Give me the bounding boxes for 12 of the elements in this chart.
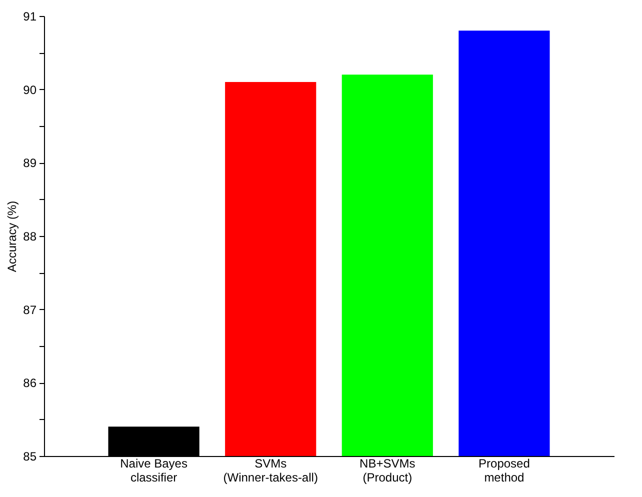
- x-tick-label: Proposed method: [478, 456, 530, 484]
- y-tick-label: 91: [23, 10, 37, 24]
- y-tick-label: 90: [23, 82, 37, 97]
- y-tick-label: 86: [23, 376, 37, 390]
- y-axis-title: Accuracy (%): [5, 200, 20, 272]
- y-tick-label: 88: [23, 230, 37, 244]
- y-tick-label: 85: [23, 450, 37, 464]
- x-tick-label: Naive Bayes classifier: [120, 456, 188, 484]
- x-tick-label: SVMs (Winner-takes-all): [223, 456, 318, 484]
- y-tick-label: 89: [23, 156, 37, 170]
- x-tick-label: NB+SVMs (Product): [360, 456, 416, 484]
- y-tick-label: 87: [23, 302, 37, 317]
